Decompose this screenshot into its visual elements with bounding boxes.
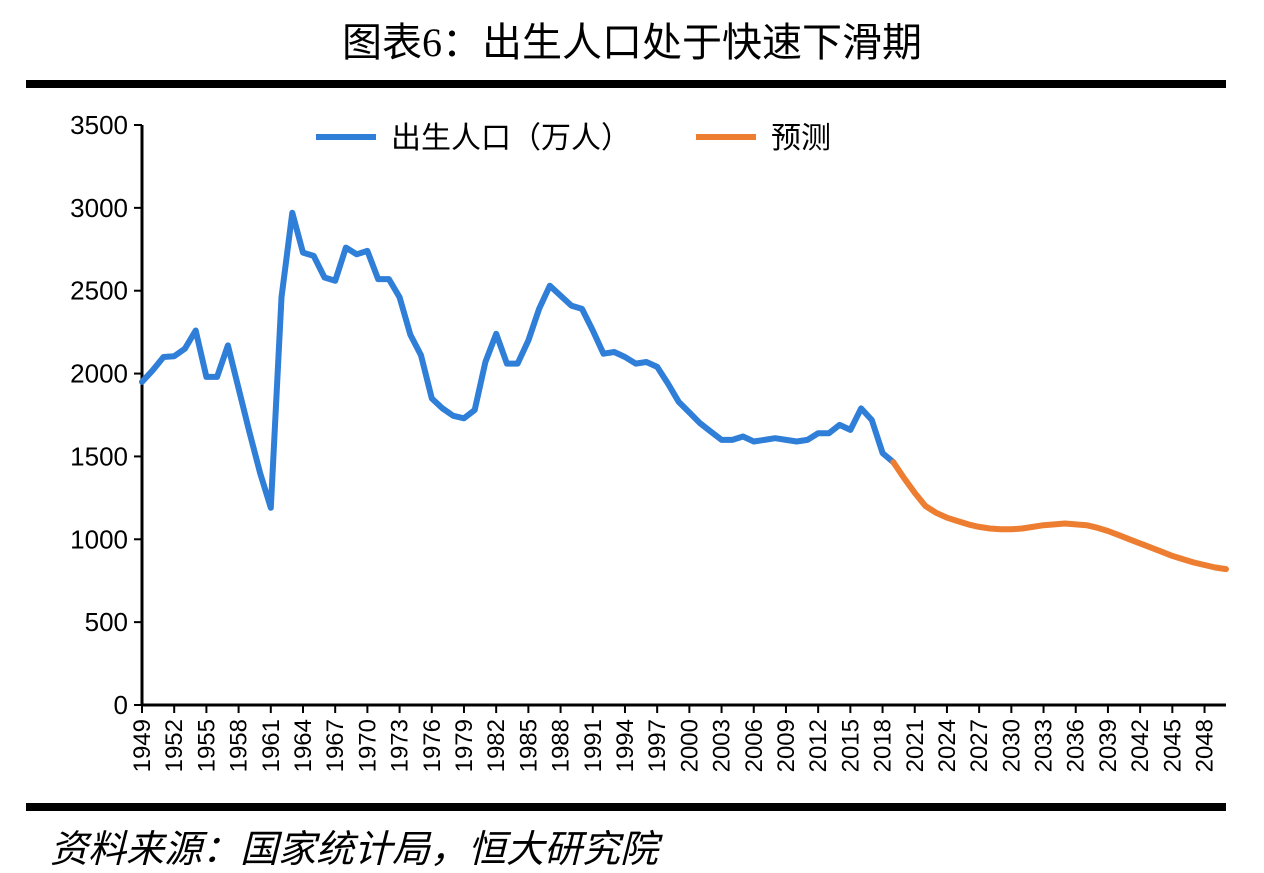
svg-text:2042: 2042: [1127, 719, 1154, 772]
svg-text:预测: 预测: [771, 122, 831, 155]
svg-text:1964: 1964: [290, 719, 317, 772]
svg-text:3000: 3000: [70, 193, 128, 223]
svg-text:2027: 2027: [966, 719, 993, 772]
svg-text:1958: 1958: [226, 719, 253, 772]
svg-text:2500: 2500: [70, 276, 128, 306]
svg-text:2012: 2012: [805, 719, 832, 772]
svg-text:出生人口（万人）: 出生人口（万人）: [391, 122, 631, 155]
svg-text:2000: 2000: [70, 359, 128, 389]
svg-text:2024: 2024: [934, 719, 961, 772]
svg-text:2000: 2000: [676, 719, 703, 772]
svg-text:1967: 1967: [322, 719, 349, 772]
svg-text:2030: 2030: [998, 719, 1025, 772]
svg-text:1988: 1988: [548, 719, 575, 772]
svg-text:2048: 2048: [1192, 719, 1219, 772]
svg-text:1955: 1955: [193, 719, 220, 772]
svg-text:1500: 1500: [70, 441, 128, 471]
svg-text:1949: 1949: [129, 719, 156, 772]
footer-rule: [26, 803, 1226, 811]
svg-text:1952: 1952: [161, 719, 188, 772]
svg-text:0: 0: [114, 690, 128, 720]
svg-text:2033: 2033: [1031, 719, 1058, 772]
svg-text:2045: 2045: [1159, 719, 1186, 772]
svg-text:1982: 1982: [483, 719, 510, 772]
title-rule: [26, 80, 1226, 88]
svg-text:2015: 2015: [837, 719, 864, 772]
svg-text:1985: 1985: [515, 719, 542, 772]
svg-text:1976: 1976: [419, 719, 446, 772]
legend: 出生人口（万人） 预测: [316, 122, 831, 155]
svg-text:3500: 3500: [70, 110, 128, 140]
svg-text:2018: 2018: [870, 719, 897, 772]
chart-container: 图表6：出生人口处于快速下滑期 0 500 1000 1500 2000 2500 3000…: [0, 0, 1264, 872]
svg-text:1979: 1979: [451, 719, 478, 772]
svg-text:1973: 1973: [387, 719, 414, 772]
svg-text:1994: 1994: [612, 719, 639, 772]
svg-text:1000: 1000: [70, 524, 128, 554]
svg-text:2021: 2021: [902, 719, 929, 772]
svg-text:1961: 1961: [258, 719, 285, 772]
svg-text:2009: 2009: [773, 719, 800, 772]
chart-area: 0 500 1000 1500 2000 2500 3000 3500 194919521955…: [26, 95, 1236, 795]
svg-text:2036: 2036: [1063, 719, 1090, 772]
svg-text:1991: 1991: [580, 719, 607, 772]
chart-title: 图表6：出生人口处于快速下滑期: [0, 10, 1264, 68]
svg-text:2039: 2039: [1095, 719, 1122, 772]
chart-svg: 0 500 1000 1500 2000 2500 3000 3500 194919521955…: [26, 95, 1236, 795]
svg-text:1997: 1997: [644, 719, 671, 772]
svg-text:500: 500: [85, 607, 128, 637]
svg-text:2003: 2003: [709, 719, 736, 772]
svg-text:2006: 2006: [741, 719, 768, 772]
svg-text:1970: 1970: [354, 719, 381, 772]
source-text: 资料来源：国家统计局，恒大研究院: [50, 818, 658, 873]
